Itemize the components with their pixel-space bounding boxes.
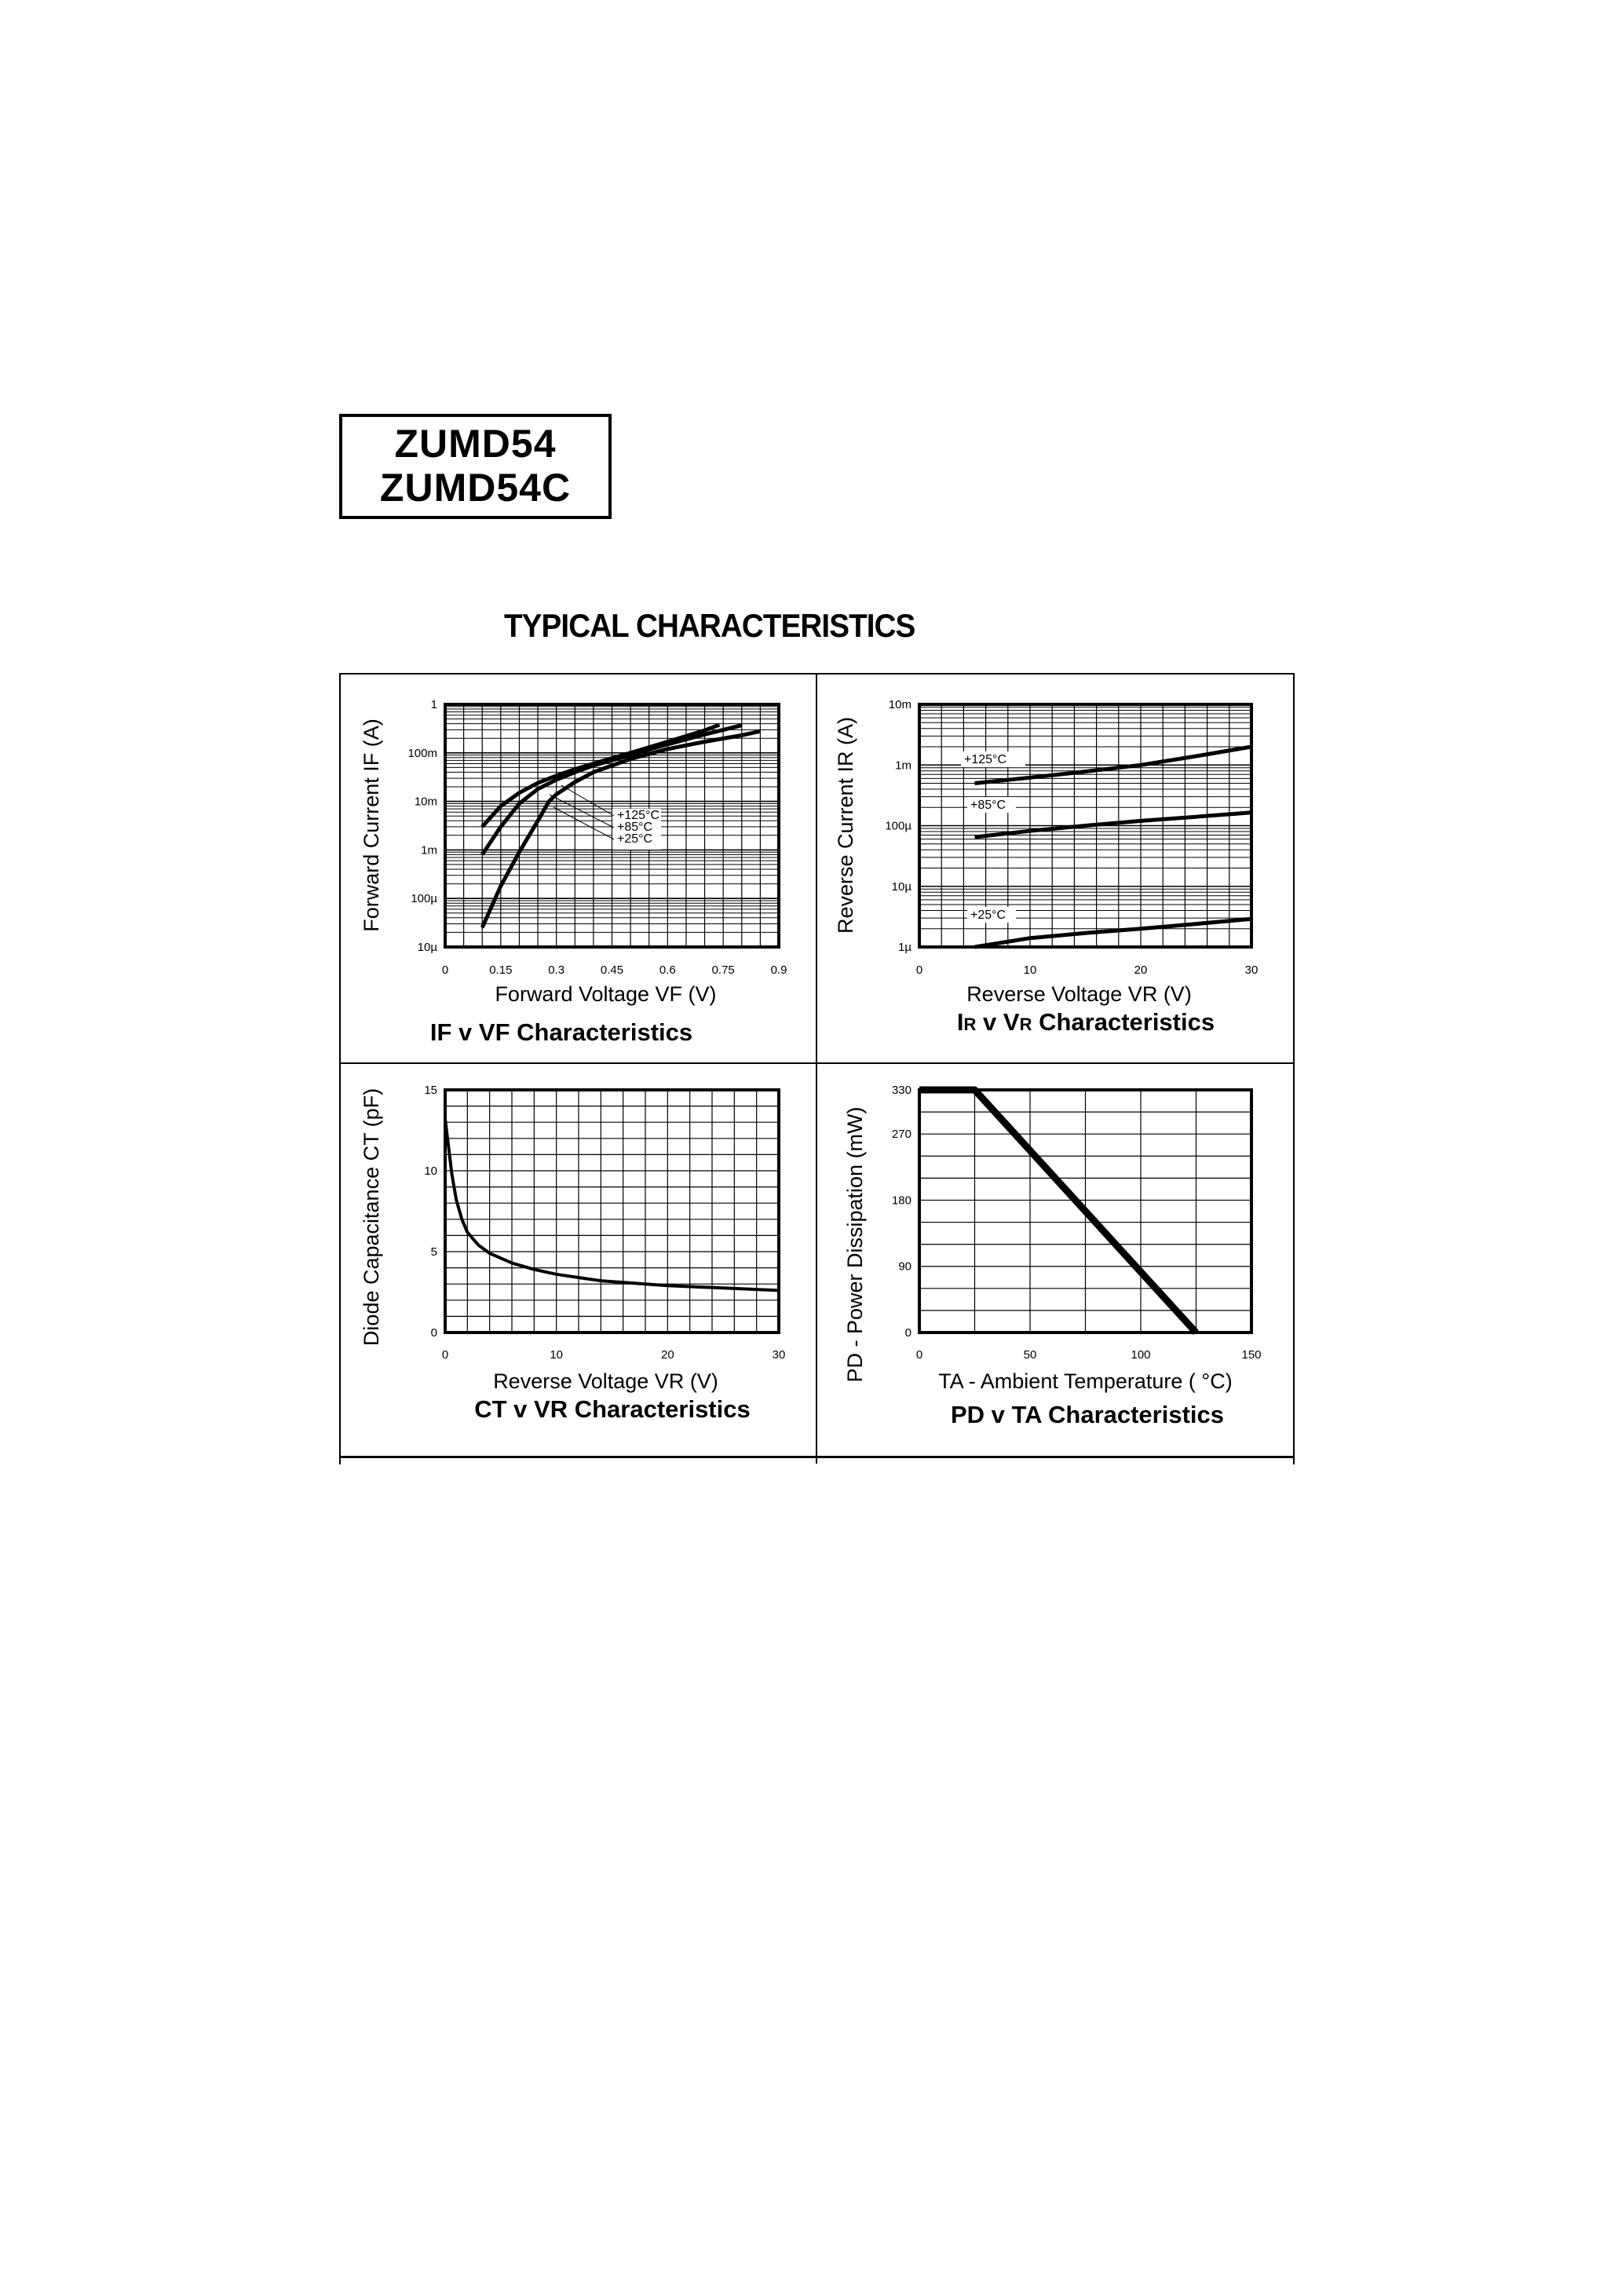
svg-text:100µ: 100µ xyxy=(411,892,437,905)
series-line xyxy=(974,916,1252,949)
chart-title: CT v VR Characteristics xyxy=(474,1395,750,1423)
series-line xyxy=(444,1118,780,1292)
svg-text:180: 180 xyxy=(892,1194,911,1207)
svg-text:0: 0 xyxy=(916,963,922,977)
svg-text:20: 20 xyxy=(661,1348,674,1362)
grid-lines xyxy=(919,704,1251,947)
x-tick-labels: 0 10 20 30 xyxy=(442,1348,786,1362)
plot-border xyxy=(918,1088,1253,1334)
svg-text:10: 10 xyxy=(550,1348,563,1362)
charts-frame xyxy=(339,673,1295,1464)
temperature-annotations: +125°C+85°C+25°C xyxy=(549,784,661,850)
frame-corner-tick xyxy=(1293,1458,1295,1464)
svg-text:0.45: 0.45 xyxy=(601,963,623,977)
svg-text:+25°C: +25°C xyxy=(970,909,1006,922)
svg-text:+25°C: +25°C xyxy=(617,832,652,846)
frame-corner-tick xyxy=(339,1458,341,1464)
svg-text:10: 10 xyxy=(424,1164,437,1178)
svg-text:1: 1 xyxy=(431,698,437,711)
y-axis-label: Forward Current IF (A) xyxy=(360,718,383,932)
x-axis-label: Reverse Voltage VR (V) xyxy=(493,1369,718,1393)
svg-text:20: 20 xyxy=(1134,963,1148,977)
chart-pd-ta: 0 90 180 270 330 0 50 100 150 TA - Ambient Temper… xyxy=(843,1084,1262,1428)
svg-text:330: 330 xyxy=(892,1084,911,1097)
svg-text:10m: 10m xyxy=(415,795,437,809)
y-axis-label: Diode Capacitance CT (pF) xyxy=(360,1088,383,1346)
series-line xyxy=(974,744,1252,785)
grid-lines xyxy=(445,704,779,947)
svg-text:30: 30 xyxy=(1245,963,1259,977)
svg-text:15: 15 xyxy=(424,1084,437,1097)
svg-text:150: 150 xyxy=(1241,1348,1261,1362)
svg-text:100µ: 100µ xyxy=(885,820,911,833)
chart-ir-vr: 1µ 10µ 100µ 1m 10m 0 10 20 30 Reverse Voltage VR … xyxy=(834,698,1258,1036)
svg-text:0: 0 xyxy=(442,963,448,977)
chart-title: IR v VR Characteristics xyxy=(957,1008,1215,1036)
svg-text:0: 0 xyxy=(442,1348,448,1362)
y-tick-labels: 0 5 10 15 xyxy=(424,1084,437,1340)
svg-text:270: 270 xyxy=(892,1128,911,1141)
svg-text:0.3: 0.3 xyxy=(548,963,564,977)
plot-border xyxy=(444,1088,780,1334)
svg-text:+125°C: +125°C xyxy=(617,809,659,822)
svg-text:0: 0 xyxy=(916,1348,922,1362)
svg-text:0: 0 xyxy=(905,1326,911,1340)
x-axis-label: Reverse Voltage VR (V) xyxy=(966,982,1192,1006)
svg-text:5: 5 xyxy=(431,1245,437,1259)
svg-text:+85°C: +85°C xyxy=(617,821,652,834)
frame-bottom-divider xyxy=(341,1456,1293,1458)
svg-text:1m: 1m xyxy=(421,843,437,857)
plot-border xyxy=(444,703,780,949)
x-axis-label: Forward Voltage VF (V) xyxy=(495,982,716,1006)
svg-text:+85°C: +85°C xyxy=(970,799,1006,812)
svg-text:10µ: 10µ xyxy=(892,880,912,894)
series-line xyxy=(919,1086,1199,1336)
section-title: TYPICAL CHARACTERISTICS xyxy=(504,607,915,644)
part-number-primary: ZUMD54 xyxy=(394,422,557,466)
svg-text:100m: 100m xyxy=(407,747,437,760)
part-number-box: ZUMD54 ZUMD54C xyxy=(339,414,612,519)
chart-if-vf: 10µ 100µ 1m 10m 100m 1 0 0.15 0.3 0.45 0.6 0.75 0.9 F… xyxy=(360,698,787,1046)
chart-title: IF v VF Characteristics xyxy=(430,1018,692,1046)
y-tick-labels: 0 90 180 270 330 xyxy=(892,1084,911,1340)
svg-text:90: 90 xyxy=(898,1260,911,1274)
svg-text:50: 50 xyxy=(1024,1348,1037,1362)
series-line xyxy=(480,723,743,856)
svg-text:0.75: 0.75 xyxy=(712,963,735,977)
svg-text:100: 100 xyxy=(1131,1348,1150,1362)
x-tick-labels: 0 0.15 0.3 0.45 0.6 0.75 0.9 xyxy=(442,963,787,977)
svg-text:10m: 10m xyxy=(889,698,911,711)
svg-text:1m: 1m xyxy=(895,759,911,772)
svg-text:0.9: 0.9 xyxy=(771,963,787,977)
frame-vertical-divider xyxy=(816,675,817,1464)
svg-text:0.15: 0.15 xyxy=(489,963,512,977)
y-axis-label: Reverse Current IR (A) xyxy=(834,717,857,934)
svg-text:0: 0 xyxy=(431,1326,437,1340)
grid-lines xyxy=(919,1090,1251,1333)
frame-horizontal-divider xyxy=(341,1062,1293,1064)
grid-lines xyxy=(445,1090,779,1333)
series-line xyxy=(480,722,721,828)
chart-ct-vr: 0 5 10 15 0 10 20 30 Reverse Voltage VR (V) Diode… xyxy=(360,1084,785,1423)
series-line xyxy=(974,810,1252,839)
svg-text:0.6: 0.6 xyxy=(659,963,676,977)
y-axis-label: PD - Power Dissipation (mW) xyxy=(843,1106,867,1382)
temperature-labels: +125°C +85°C +25°C xyxy=(961,751,1025,923)
svg-text:10: 10 xyxy=(1024,963,1037,977)
svg-text:1µ: 1µ xyxy=(898,941,911,954)
x-axis-label: TA - Ambient Temperature ( °C) xyxy=(938,1369,1232,1393)
chart-title: PD v TA Characteristics xyxy=(951,1401,1224,1428)
x-tick-labels: 0 50 100 150 xyxy=(916,1348,1262,1362)
y-tick-labels: 10µ 100µ 1m 10m 100m 1 xyxy=(407,698,437,954)
svg-text:10µ: 10µ xyxy=(418,941,438,954)
x-tick-labels: 0 10 20 30 xyxy=(916,963,1259,977)
part-number-secondary: ZUMD54C xyxy=(379,466,572,510)
plot-border xyxy=(918,703,1253,949)
svg-text:30: 30 xyxy=(773,1348,786,1362)
y-tick-labels: 1µ 10µ 100µ 1m 10m xyxy=(885,698,911,954)
series-line xyxy=(480,729,761,929)
svg-text:+125°C: +125°C xyxy=(964,753,1006,766)
